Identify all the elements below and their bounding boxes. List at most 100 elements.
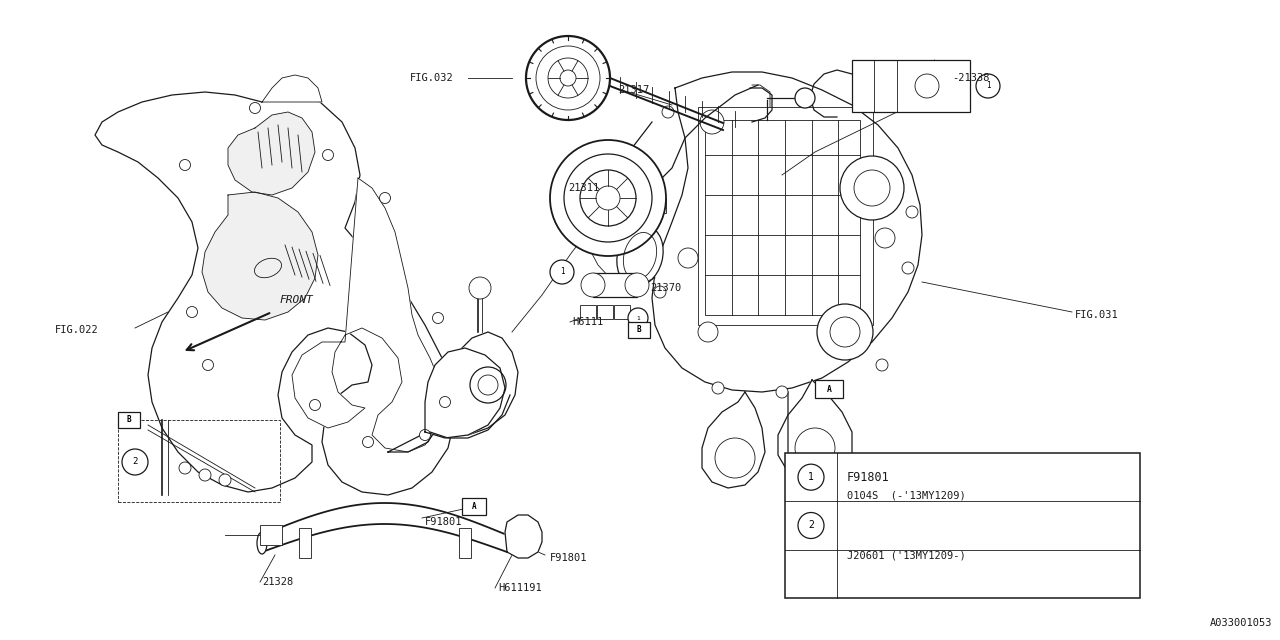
- Circle shape: [975, 74, 1000, 98]
- Text: 21370: 21370: [650, 283, 681, 293]
- Text: 1: 1: [986, 81, 991, 90]
- Text: 21311: 21311: [568, 183, 599, 193]
- Polygon shape: [95, 92, 454, 495]
- Circle shape: [433, 312, 443, 323]
- Circle shape: [797, 464, 824, 490]
- Text: A033001053: A033001053: [1210, 618, 1272, 628]
- Bar: [785, 453, 1140, 598]
- Circle shape: [581, 273, 605, 297]
- Text: 0104S  (-'13MY1209): 0104S (-'13MY1209): [847, 490, 965, 500]
- Text: F91801: F91801: [550, 553, 588, 563]
- Polygon shape: [652, 72, 922, 392]
- Bar: [628, 322, 650, 338]
- Circle shape: [122, 449, 148, 475]
- Circle shape: [550, 260, 573, 284]
- Text: FIG.022: FIG.022: [55, 325, 99, 335]
- Circle shape: [817, 304, 873, 360]
- Circle shape: [840, 156, 904, 220]
- Bar: [118, 412, 140, 428]
- Text: A: A: [827, 385, 832, 394]
- Text: J20601 ('13MY1209-): J20601 ('13MY1209-): [847, 550, 965, 561]
- Circle shape: [698, 322, 718, 342]
- Circle shape: [797, 513, 824, 538]
- Text: FRONT: FRONT: [280, 295, 314, 305]
- Text: 21317: 21317: [618, 85, 649, 95]
- Circle shape: [219, 474, 230, 486]
- Circle shape: [876, 228, 895, 248]
- Bar: [580, 305, 596, 319]
- Bar: [462, 498, 486, 515]
- Ellipse shape: [617, 225, 663, 287]
- Ellipse shape: [257, 532, 268, 554]
- Circle shape: [700, 110, 724, 134]
- Bar: [852, 60, 970, 112]
- Polygon shape: [701, 392, 765, 488]
- Text: FIG.031: FIG.031: [1075, 310, 1119, 320]
- Polygon shape: [778, 380, 852, 482]
- Circle shape: [854, 170, 890, 206]
- Bar: [815, 380, 844, 398]
- Text: 1: 1: [559, 268, 564, 276]
- Circle shape: [550, 140, 666, 256]
- Circle shape: [477, 375, 498, 395]
- Circle shape: [829, 317, 860, 347]
- Polygon shape: [292, 178, 445, 452]
- Circle shape: [662, 106, 675, 118]
- Circle shape: [712, 382, 724, 394]
- Circle shape: [202, 360, 214, 371]
- Circle shape: [536, 46, 600, 110]
- Circle shape: [561, 70, 576, 86]
- Circle shape: [379, 193, 390, 204]
- Circle shape: [580, 170, 636, 226]
- Circle shape: [716, 438, 755, 478]
- Circle shape: [362, 436, 374, 447]
- Circle shape: [548, 58, 588, 98]
- Bar: [118, 420, 280, 502]
- Circle shape: [628, 308, 648, 328]
- Bar: [596, 305, 613, 319]
- Circle shape: [876, 359, 888, 371]
- Circle shape: [439, 397, 451, 408]
- Circle shape: [596, 186, 620, 210]
- Text: B: B: [636, 326, 641, 335]
- Circle shape: [625, 273, 649, 297]
- Polygon shape: [202, 192, 317, 320]
- Circle shape: [906, 206, 918, 218]
- Circle shape: [198, 469, 211, 481]
- Circle shape: [420, 429, 430, 440]
- Polygon shape: [388, 332, 518, 452]
- Circle shape: [470, 367, 506, 403]
- Text: 1: 1: [636, 316, 640, 321]
- Circle shape: [250, 102, 261, 113]
- Circle shape: [310, 399, 320, 410]
- Bar: [300, 528, 311, 558]
- Bar: [593, 273, 637, 297]
- Circle shape: [187, 307, 197, 317]
- Circle shape: [468, 277, 492, 299]
- Polygon shape: [506, 515, 541, 558]
- Circle shape: [323, 150, 334, 161]
- Text: F91801: F91801: [847, 470, 890, 484]
- Polygon shape: [228, 112, 315, 195]
- Circle shape: [795, 88, 815, 108]
- Text: A: A: [472, 502, 476, 511]
- Text: -21338: -21338: [952, 73, 989, 83]
- Circle shape: [179, 462, 191, 474]
- Text: 1: 1: [808, 472, 814, 482]
- Circle shape: [654, 286, 666, 298]
- Bar: [260, 525, 282, 545]
- Text: 2: 2: [808, 520, 814, 531]
- Text: 21328: 21328: [262, 577, 293, 587]
- Text: B: B: [127, 415, 132, 424]
- Text: H611191: H611191: [498, 583, 541, 593]
- Circle shape: [652, 179, 664, 191]
- Text: 2: 2: [132, 458, 138, 467]
- Circle shape: [795, 428, 835, 468]
- Text: F91801: F91801: [425, 517, 462, 527]
- Circle shape: [564, 154, 652, 242]
- Bar: [705, 120, 860, 315]
- Circle shape: [915, 74, 940, 98]
- Bar: [460, 528, 471, 558]
- Circle shape: [526, 36, 611, 120]
- Polygon shape: [425, 348, 506, 438]
